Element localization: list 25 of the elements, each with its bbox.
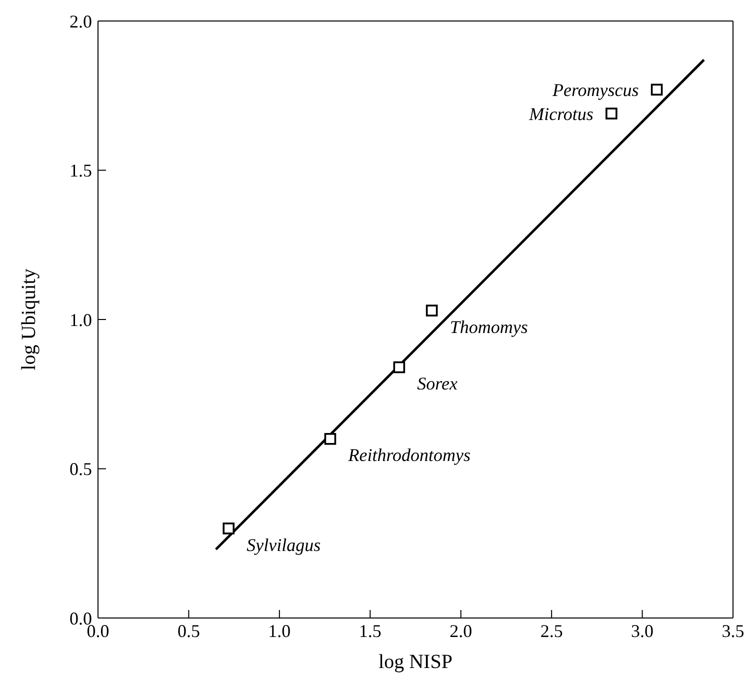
annotation: Thomomys (450, 316, 528, 337)
x-tick-label: 2.5 (540, 620, 563, 641)
point (222, 522, 235, 534)
point (324, 433, 336, 445)
x-tick-label: 1.0 (268, 620, 291, 641)
annotation: Sorex (417, 374, 458, 394)
x-tick-label: 0.5 (177, 620, 200, 641)
y-tick-label: 1.5 (70, 160, 92, 181)
point (426, 304, 438, 316)
point (606, 108, 618, 120)
annotation: Peromyscus (551, 80, 639, 100)
annotation: Reithrodontomys (347, 445, 471, 466)
y-axis-title: log Ubiquity (18, 268, 40, 370)
point (650, 84, 663, 96)
x-tick-label: 3.5 (722, 620, 744, 641)
y-tick-label: 0.5 (70, 459, 92, 480)
y-tick-label: 2.0 (70, 11, 92, 32)
annotation: Microtus (528, 104, 594, 124)
y-tick-label: 1.0 (70, 310, 92, 330)
x-tick-label: 2.0 (450, 620, 472, 641)
x-tick-label: 1.5 (358, 620, 382, 641)
point (393, 361, 406, 374)
x-tick-label: 3.0 (631, 620, 654, 641)
annotation: Sylvilagus (246, 534, 321, 555)
x-axis-title: log NISP (378, 651, 452, 673)
